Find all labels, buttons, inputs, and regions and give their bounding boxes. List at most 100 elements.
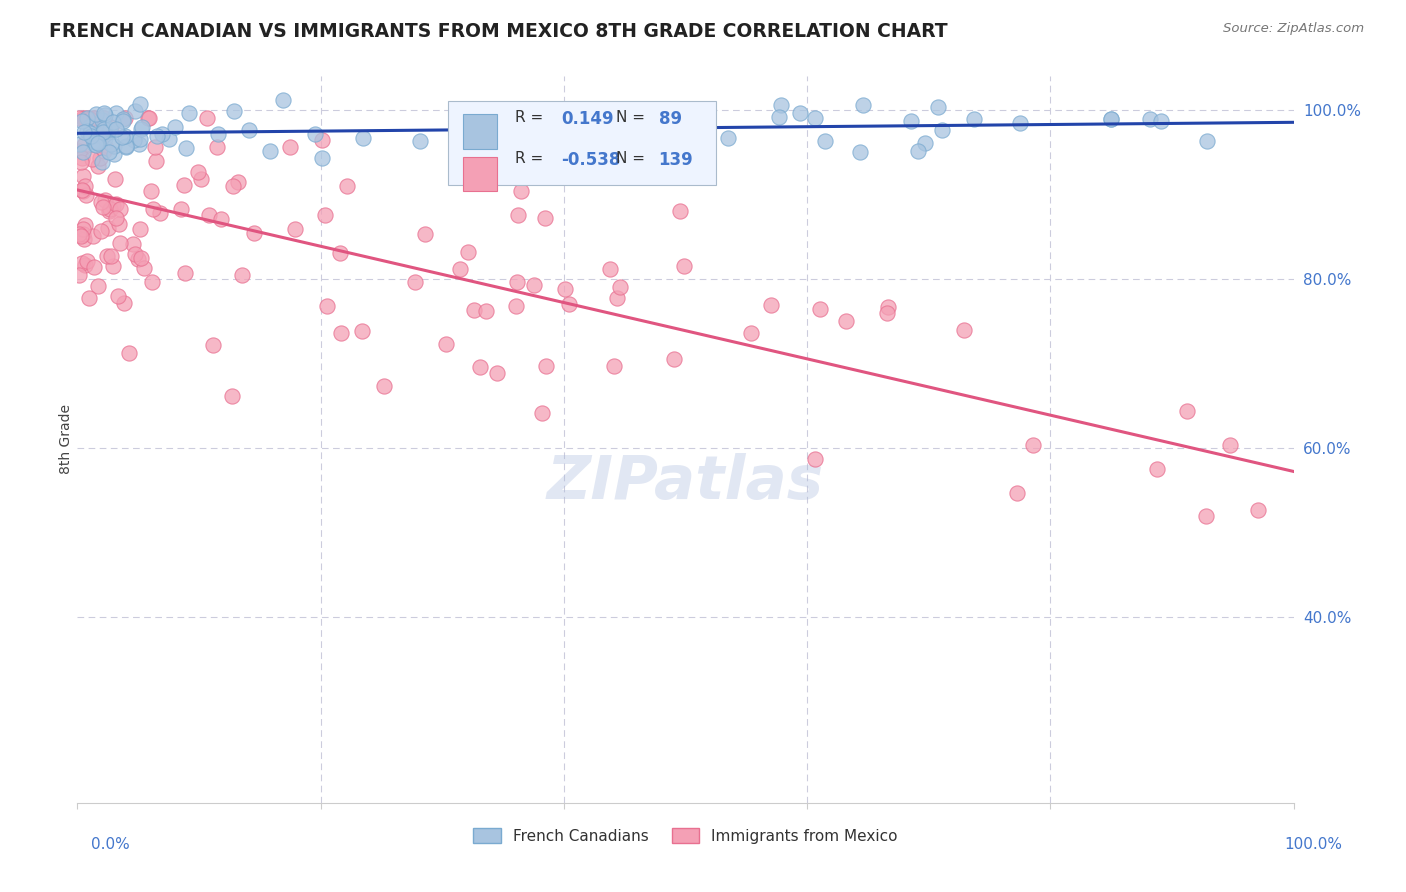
- Point: [90, 194, 112, 209]
- Point: [139, 184, 162, 198]
- Point: [457, 245, 479, 260]
- Point: [114, 138, 136, 153]
- Point: [474, 304, 496, 318]
- Point: [534, 211, 557, 226]
- Point: [76, 111, 98, 125]
- Point: [72, 222, 94, 236]
- Point: [107, 289, 129, 303]
- Point: [146, 129, 169, 144]
- Point: [173, 266, 195, 280]
- Point: [141, 275, 163, 289]
- Point: [73, 258, 96, 272]
- Point: [1195, 508, 1218, 523]
- Point: [1005, 485, 1028, 500]
- Point: [814, 134, 837, 148]
- Point: [97, 221, 120, 235]
- Point: [70, 228, 93, 243]
- Point: [69, 137, 91, 152]
- Point: [207, 127, 229, 141]
- Point: [336, 178, 359, 193]
- Point: [112, 112, 135, 127]
- Point: [662, 352, 685, 367]
- Point: [124, 104, 146, 119]
- Point: [91, 113, 114, 128]
- Point: [84, 136, 107, 150]
- Point: [1099, 112, 1122, 126]
- Point: [557, 297, 579, 311]
- Point: [87, 136, 110, 150]
- Point: [93, 105, 115, 120]
- Point: [79, 126, 101, 140]
- Point: [93, 111, 115, 125]
- Point: [105, 106, 128, 120]
- Point: [505, 299, 527, 313]
- Point: [952, 323, 974, 337]
- Point: [1010, 115, 1032, 129]
- Point: [72, 151, 94, 165]
- Point: [222, 179, 245, 194]
- Text: 100.0%: 100.0%: [1285, 838, 1343, 852]
- Point: [72, 111, 94, 125]
- Point: [329, 326, 352, 341]
- Point: [138, 111, 160, 125]
- Point: [506, 276, 529, 290]
- Point: [73, 232, 96, 246]
- Point: [104, 196, 127, 211]
- Point: [486, 367, 509, 381]
- Point: [849, 145, 872, 159]
- Point: [103, 147, 125, 161]
- Point: [1247, 503, 1270, 517]
- Point: [1022, 438, 1045, 452]
- Point: [413, 227, 436, 241]
- Point: [145, 154, 167, 169]
- Point: [672, 260, 695, 274]
- Point: [72, 145, 94, 160]
- Point: [540, 133, 562, 147]
- Point: [75, 111, 97, 125]
- Point: [609, 280, 631, 294]
- Point: [523, 277, 546, 292]
- Point: [83, 136, 105, 151]
- Point: [101, 199, 124, 213]
- Point: [143, 139, 166, 153]
- Point: [70, 113, 93, 128]
- Point: [87, 136, 110, 150]
- Point: [350, 324, 373, 338]
- Point: [478, 110, 501, 124]
- Point: [159, 132, 181, 146]
- Point: [1219, 438, 1241, 452]
- Point: [127, 252, 149, 266]
- Point: [87, 279, 110, 293]
- Point: [810, 302, 832, 317]
- Point: [132, 261, 155, 276]
- Point: [404, 275, 426, 289]
- Point: [70, 182, 93, 196]
- Point: [408, 134, 430, 148]
- Point: [534, 359, 557, 373]
- Point: [112, 114, 135, 128]
- Point: [90, 224, 112, 238]
- Point: [259, 144, 281, 158]
- Point: [108, 236, 131, 251]
- Point: [900, 114, 922, 128]
- Point: [449, 262, 471, 277]
- Point: [108, 218, 131, 232]
- Point: [803, 452, 825, 467]
- Point: [149, 206, 172, 220]
- Point: [599, 261, 621, 276]
- Point: [852, 98, 875, 112]
- Point: [104, 211, 127, 225]
- Point: [76, 124, 98, 138]
- Point: [67, 268, 90, 282]
- Point: [177, 105, 200, 120]
- Point: [72, 227, 94, 241]
- Point: [759, 297, 782, 311]
- Point: [170, 202, 193, 217]
- Point: [198, 208, 221, 222]
- Point: [83, 260, 105, 274]
- Point: [770, 98, 793, 112]
- Point: [103, 259, 125, 273]
- Point: [103, 139, 125, 153]
- Point: [115, 140, 138, 154]
- Text: N =: N =: [616, 152, 650, 167]
